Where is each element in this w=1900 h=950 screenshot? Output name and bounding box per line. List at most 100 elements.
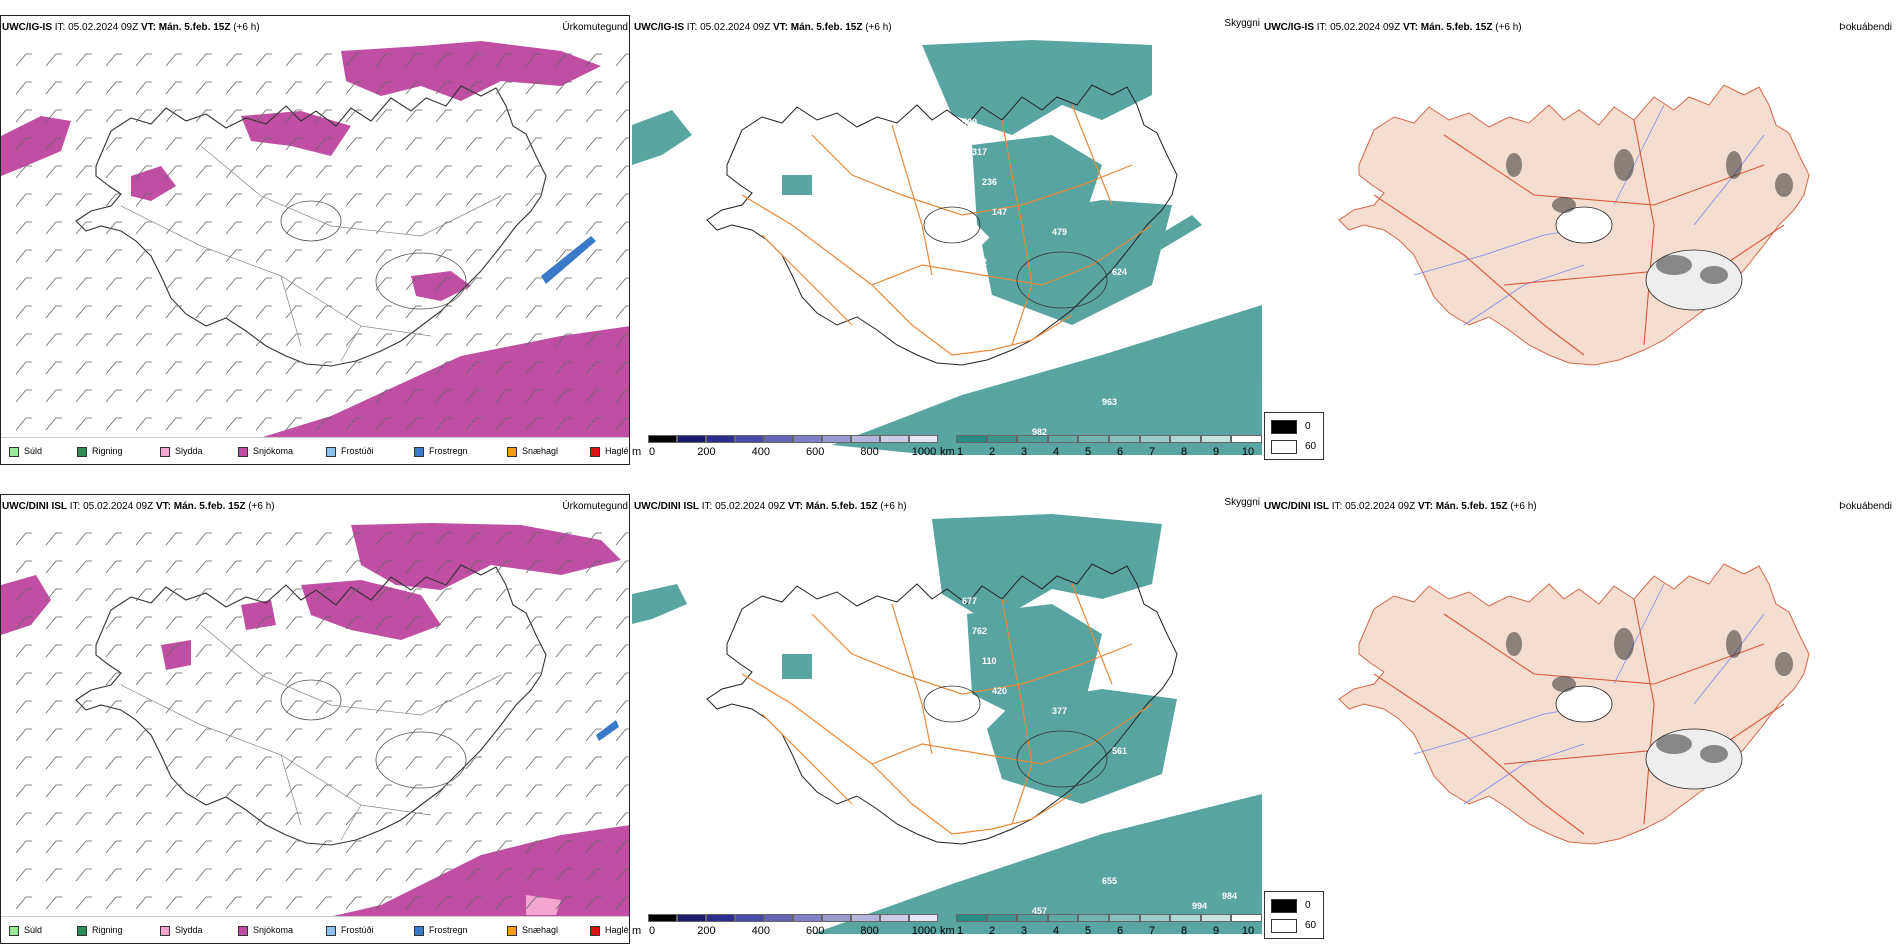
snow-area-3 xyxy=(131,166,176,201)
header-fog-1: UWC/IG-IS IT: 05.02.2024 09Z VT: Mán. 5.… xyxy=(1264,22,1522,33)
colorbar-tick-label: 8 xyxy=(1180,446,1188,458)
glacier-outline xyxy=(1016,730,1108,788)
colorbar-segment xyxy=(677,435,706,443)
colorbar-segment xyxy=(1047,914,1079,922)
visibility-value-label: 147 xyxy=(992,207,1007,217)
legend-label: Snjókoma xyxy=(253,925,294,935)
colorbar-segment xyxy=(851,435,880,443)
visibility-value-label: 420 xyxy=(992,686,1007,696)
colorbar-tick-label: 1 xyxy=(956,446,964,458)
legend-swatch xyxy=(590,446,600,457)
colorbar-tick-label: 0 xyxy=(648,925,656,937)
legend-swatch xyxy=(238,446,248,457)
legend-item: Snjókoma xyxy=(238,925,293,936)
colorbar-segment xyxy=(909,435,938,443)
colorbar-segment xyxy=(648,914,677,922)
glacier-outline xyxy=(280,200,342,242)
visibility-value-label: 762 xyxy=(972,626,987,636)
colorbar-segment xyxy=(1109,435,1140,443)
colorbar-segment xyxy=(706,914,735,922)
colorbar-segment xyxy=(986,435,1018,443)
colorbar-tick-label: 5 xyxy=(1084,925,1092,937)
precip-map-2 xyxy=(1,523,629,935)
colorbar-tick-label: 10 xyxy=(1241,446,1255,458)
legend-item: Haglél xyxy=(590,446,629,457)
freezing-rain-area xyxy=(541,236,596,284)
colorbar-segment xyxy=(764,435,793,443)
legend-item: Snjókoma xyxy=(238,446,293,457)
visibility-value-label: 984 xyxy=(1222,891,1237,901)
header-fog-2: UWC/DINI ISL IT: 05.02.2024 09Z VT: Mán.… xyxy=(1264,501,1537,512)
colorbar-segment xyxy=(793,914,822,922)
elevation-bar-2: m 0 200 400 600 800 1000 xyxy=(632,914,938,938)
visibility-value-label: 354 xyxy=(962,741,977,751)
colorbar-segment xyxy=(822,914,851,922)
snow-area-0 xyxy=(1,575,51,635)
fog-spot-4 xyxy=(1726,630,1742,658)
colorbar-segment xyxy=(1231,435,1262,443)
legend-item: Frostregn xyxy=(414,925,468,936)
low-vis-area-4 xyxy=(782,175,812,195)
snow-area-4 xyxy=(161,640,191,670)
low-vis-area-4 xyxy=(782,654,812,679)
visibility-value-label: 206 xyxy=(962,262,977,272)
legend-label: Súld xyxy=(24,925,43,935)
glacier-fill xyxy=(1555,685,1613,723)
fog-spot-4 xyxy=(1726,151,1742,179)
legend-label: Rigning xyxy=(92,446,123,456)
colorbar-segment xyxy=(764,914,793,922)
snow-area-2 xyxy=(301,580,441,640)
glacier-outline xyxy=(375,731,467,789)
visibility-value-label: 236 xyxy=(982,177,997,187)
fog-spot-6 xyxy=(1506,632,1522,656)
colorbar-unit: km xyxy=(940,925,955,937)
colorbar-tick-label: 7 xyxy=(1148,925,1156,937)
colorbar-segment xyxy=(1200,435,1232,443)
legend-swatch xyxy=(414,925,424,936)
colorbar-segment xyxy=(880,435,909,443)
snow-area-1 xyxy=(341,41,601,101)
fog-legend-label: 0 xyxy=(1305,900,1311,911)
low-visibility-areas xyxy=(632,40,1262,455)
legend-item: Frostúði xyxy=(326,925,374,936)
colorbar-segment xyxy=(1047,435,1079,443)
visibility-value-label: 994 xyxy=(1192,901,1207,911)
legend-label: Slydda xyxy=(175,446,203,456)
roads xyxy=(120,624,502,841)
fog-spot-3 xyxy=(1614,628,1634,660)
visibility-value-label: 427 xyxy=(992,796,1007,806)
fog-legend-1: 0 60 xyxy=(1264,412,1324,460)
snow-area-3 xyxy=(241,600,276,630)
colorbar-segment xyxy=(677,914,706,922)
precip-legend-2: Súld Rigning Slydda Snjókoma Frostúði Frostre… xyxy=(1,916,629,943)
title-fog-1: Þokuábendi xyxy=(1839,22,1892,33)
visibility-bar-1: km 1 2 3 4 5 6 7 8 9 10 xyxy=(940,435,1262,459)
legend-swatch xyxy=(326,446,336,457)
glacier-outline xyxy=(280,679,342,721)
title-vis-1: Skyggni xyxy=(1224,18,1260,29)
fog-spot-2 xyxy=(1700,266,1728,284)
fog-legend-swatch xyxy=(1271,919,1297,933)
fog-spot-0 xyxy=(1552,197,1576,213)
visibility-value-label: 143 xyxy=(872,257,887,267)
colorbar-tick-label: 9 xyxy=(1212,446,1220,458)
title-precip-2: Úrkomutegund xyxy=(562,501,628,512)
low-vis-area-1 xyxy=(922,40,1152,135)
snow-area-1 xyxy=(351,523,621,590)
snow-area-2 xyxy=(241,111,351,156)
colorbar-tick-label: 6 xyxy=(1116,446,1124,458)
fog-panel-1 xyxy=(1264,15,1894,465)
colorbar-tick-label: 1000 xyxy=(911,446,937,458)
freezing-rain-area xyxy=(596,720,619,741)
fog-spot-0 xyxy=(1552,676,1576,692)
colorbar-segment xyxy=(793,435,822,443)
header-precip-1: UWC/IG-IS IT: 05.02.2024 09Z VT: Mán. 5.… xyxy=(2,22,260,33)
visibility-value-label: 457 xyxy=(1032,906,1047,916)
colorbar-unit: m xyxy=(632,925,642,937)
fog-map-2 xyxy=(1338,563,1810,845)
colorbar-unit: m xyxy=(632,446,642,458)
colorbar-tick-label: 4 xyxy=(1052,925,1060,937)
colorbar-segment xyxy=(1139,914,1171,922)
legend-item: Rigning xyxy=(77,925,123,936)
